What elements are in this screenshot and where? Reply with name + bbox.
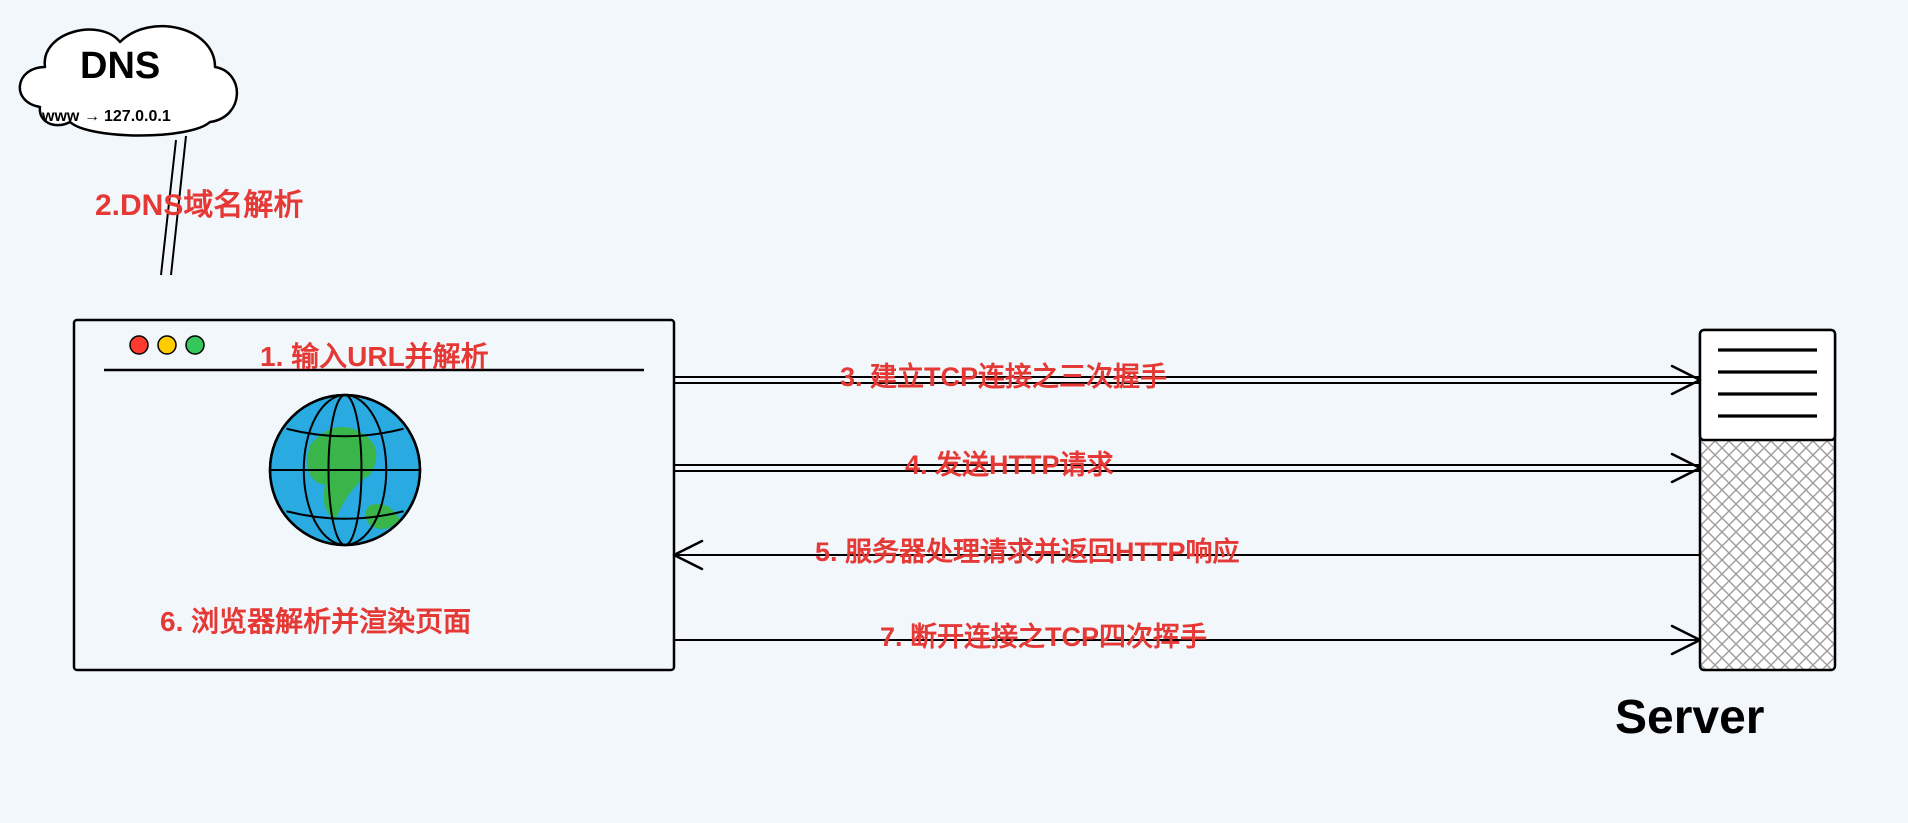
step2-label: 2.DNS域名解析 <box>95 180 303 224</box>
dns-subtitle-www: www <box>42 108 79 126</box>
diagram-canvas: DNS www → 127.0.0.1 2.DNS域名解析 1. 输入URL并解… <box>0 0 1908 823</box>
traffic-light-0 <box>130 336 148 354</box>
dns-title: DNS <box>80 45 160 88</box>
arrow-step3 <box>674 366 1700 394</box>
step6-label: 6. 浏览器解析并渲染页面 <box>160 600 471 640</box>
arrow-step4 <box>674 454 1700 482</box>
traffic-light-2 <box>186 336 204 354</box>
traffic-light-1 <box>158 336 176 354</box>
step5-label: 5. 服务器处理请求并返回HTTP响应 <box>815 530 1240 569</box>
dns-subtitle-arrow: → <box>84 108 100 126</box>
step7-label: 7. 断开连接之TCP四次挥手 <box>880 615 1207 654</box>
dns-subtitle-ip: 127.0.0.1 <box>104 108 171 126</box>
server-label: Server <box>1615 690 1764 745</box>
step1-label: 1. 输入URL并解析 <box>260 335 489 375</box>
step4-label: 4. 发送HTTP请求 <box>905 443 1114 482</box>
server-header <box>1700 330 1835 440</box>
step3-label: 3. 建立TCP连接之三次握手 <box>840 355 1167 394</box>
